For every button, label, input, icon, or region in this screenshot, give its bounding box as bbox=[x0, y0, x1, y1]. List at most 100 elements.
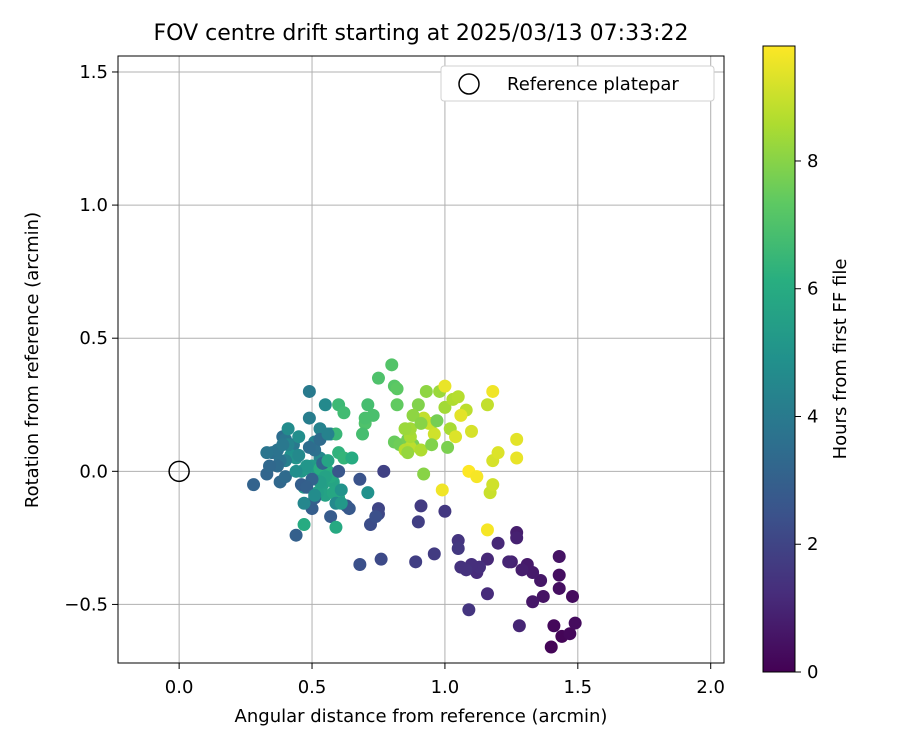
scatter-point bbox=[292, 430, 306, 444]
scatter-point bbox=[502, 555, 516, 569]
colorbar: 0 2 4 6 8 Hours from first FF file bbox=[762, 45, 851, 683]
colorbar-ticks: 0 2 4 6 8 bbox=[795, 151, 818, 683]
scatter-point bbox=[276, 438, 290, 452]
x-tick-label: 2.0 bbox=[696, 677, 725, 698]
reference-marker bbox=[168, 460, 190, 483]
colorbar-gradient bbox=[762, 45, 796, 673]
x-tick-label: 1.0 bbox=[431, 677, 460, 698]
x-tick-label: 1.5 bbox=[563, 677, 592, 698]
scatter-point bbox=[544, 640, 558, 654]
scatter-point bbox=[302, 440, 316, 454]
scatter-point bbox=[441, 440, 455, 454]
scatter-point bbox=[300, 480, 314, 494]
scatter-point bbox=[302, 384, 316, 398]
x-axis-label: Angular distance from reference (arcmin) bbox=[235, 706, 608, 727]
colorbar-tick-label: 8 bbox=[807, 151, 818, 172]
scatter-point bbox=[289, 464, 303, 478]
scatter-point bbox=[334, 496, 348, 510]
scatter-point bbox=[278, 470, 292, 484]
scatter-point bbox=[377, 464, 391, 478]
scatter-point bbox=[425, 438, 439, 452]
scatter-point bbox=[398, 422, 412, 436]
scatter-point bbox=[438, 504, 452, 518]
y-tick-label: 0.5 bbox=[79, 328, 108, 349]
scatter-point bbox=[414, 499, 428, 513]
scatter-point bbox=[324, 510, 338, 524]
scatter-point bbox=[430, 414, 444, 428]
scatter-point bbox=[449, 430, 463, 444]
scatter-point bbox=[547, 619, 561, 633]
scatter-point bbox=[414, 416, 428, 430]
colorbar-tick-label: 4 bbox=[807, 406, 818, 427]
scatter-point bbox=[390, 382, 404, 396]
scatter-point bbox=[345, 451, 359, 465]
scatter-point bbox=[534, 573, 548, 587]
scatter-point bbox=[486, 384, 500, 398]
scatter-point bbox=[454, 408, 468, 422]
x-axis-ticks: 0.0 0.5 1.0 1.5 2.0 bbox=[165, 663, 725, 698]
scatter-point bbox=[401, 446, 415, 460]
scatter-point bbox=[480, 523, 494, 537]
scatter-point bbox=[438, 379, 452, 393]
scatter-point bbox=[308, 488, 322, 502]
scatter-point bbox=[318, 398, 332, 412]
scatter-points bbox=[247, 358, 582, 654]
scatter-point bbox=[371, 371, 385, 385]
scatter-point bbox=[409, 555, 423, 569]
scatter-point bbox=[563, 627, 577, 641]
scatter-point bbox=[510, 432, 524, 446]
scatter-point bbox=[451, 390, 465, 404]
scatter-point bbox=[427, 547, 441, 561]
scatter-point bbox=[406, 408, 420, 422]
x-tick-label: 0.0 bbox=[165, 677, 194, 698]
scatter-point bbox=[260, 446, 274, 460]
scatter-point bbox=[329, 520, 343, 534]
y-axis-label: Rotation from reference (arcmin) bbox=[22, 212, 43, 508]
scatter-point bbox=[411, 398, 425, 412]
scatter-point bbox=[289, 528, 303, 542]
scatter-point bbox=[263, 459, 276, 473]
scatter-point bbox=[427, 427, 441, 441]
scatter-point bbox=[334, 483, 348, 497]
scatter-point bbox=[417, 467, 431, 481]
scatter-point bbox=[566, 589, 579, 603]
scatter-point bbox=[470, 470, 484, 484]
scatter-point bbox=[536, 589, 550, 603]
plot-area-frame bbox=[117, 55, 725, 664]
scatter-point bbox=[435, 483, 449, 497]
scatter-point bbox=[480, 398, 494, 412]
y-tick-label: 0.0 bbox=[79, 461, 108, 482]
colorbar-label: Hours from first FF file bbox=[830, 259, 851, 460]
scatter-point bbox=[302, 411, 316, 425]
scatter-point bbox=[281, 422, 295, 436]
scatter-point bbox=[353, 557, 367, 571]
scatter-point bbox=[321, 454, 335, 468]
y-tick-label: 1.0 bbox=[79, 195, 108, 216]
chart-title: FOV centre drift starting at 2025/03/13 … bbox=[154, 21, 689, 46]
scatter-point bbox=[454, 560, 468, 574]
scatter-point bbox=[510, 531, 524, 545]
scatter-point bbox=[526, 595, 540, 609]
scatter-point bbox=[512, 619, 526, 633]
scatter-point bbox=[438, 400, 452, 414]
scatter-point bbox=[568, 616, 582, 630]
y-tick-label: 1.5 bbox=[79, 62, 108, 83]
y-tick-label: −0.5 bbox=[64, 594, 108, 615]
scatter-point bbox=[486, 478, 500, 492]
colorbar-tick-label: 0 bbox=[807, 662, 818, 683]
scatter-point bbox=[247, 478, 261, 492]
scatter-point bbox=[491, 446, 505, 460]
scatter-point bbox=[419, 384, 433, 398]
scatter-point bbox=[552, 581, 566, 595]
scatter-point bbox=[411, 515, 425, 529]
scatter-point bbox=[480, 552, 494, 566]
grid bbox=[118, 56, 724, 663]
colorbar-tick-label: 6 bbox=[807, 279, 818, 300]
scatter-point bbox=[332, 464, 346, 478]
y-axis-ticks: −0.5 0.0 0.5 1.0 1.5 bbox=[64, 62, 118, 615]
legend-reference-marker bbox=[458, 73, 480, 95]
scatter-point bbox=[552, 550, 566, 564]
scatter-point bbox=[552, 568, 566, 582]
legend-box bbox=[440, 65, 715, 102]
scatter-point bbox=[480, 587, 494, 601]
